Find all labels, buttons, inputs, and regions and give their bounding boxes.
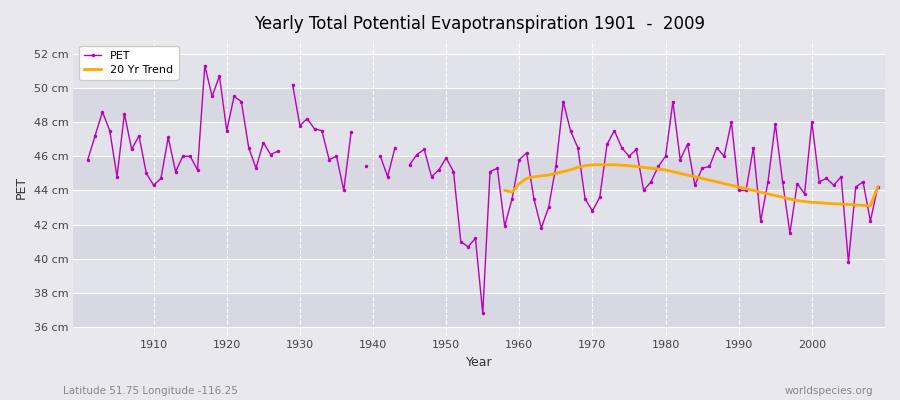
Bar (73, 122, 885, 156)
PET (141, 171, 152, 176)
20 Yr Trend (865, 203, 876, 208)
PET (83, 157, 94, 162)
20 Yr Trend (500, 188, 510, 193)
Title: Yearly Total Potential Evapotranspiration 1901  -  2009: Yearly Total Potential Evapotranspiratio… (254, 15, 705, 33)
PET (521, 150, 532, 155)
20 Yr Trend (872, 184, 883, 189)
PET (609, 128, 620, 133)
PET (872, 184, 883, 189)
20 Yr Trend (638, 165, 649, 170)
Bar (73, 88, 885, 122)
Bar (73, 259, 885, 293)
20 Yr Trend (734, 184, 744, 189)
Line: PET: PET (86, 64, 879, 315)
Text: worldspecies.org: worldspecies.org (785, 386, 873, 396)
Y-axis label: PET: PET (15, 176, 28, 200)
Bar (73, 190, 885, 224)
Bar (73, 156, 885, 190)
Bar (73, 224, 885, 259)
Line: 20 Yr Trend: 20 Yr Trend (505, 165, 878, 206)
Text: Latitude 51.75 Longitude -116.25: Latitude 51.75 Longitude -116.25 (63, 386, 238, 396)
20 Yr Trend (704, 178, 715, 182)
X-axis label: Year: Year (466, 356, 492, 369)
Bar (73, 293, 885, 327)
Legend: PET, 20 Yr Trend: PET, 20 Yr Trend (78, 46, 178, 80)
PET (514, 157, 525, 162)
Bar (73, 54, 885, 88)
20 Yr Trend (528, 174, 539, 179)
20 Yr Trend (587, 162, 598, 167)
PET (309, 126, 320, 131)
20 Yr Trend (748, 188, 759, 193)
20 Yr Trend (682, 173, 693, 178)
